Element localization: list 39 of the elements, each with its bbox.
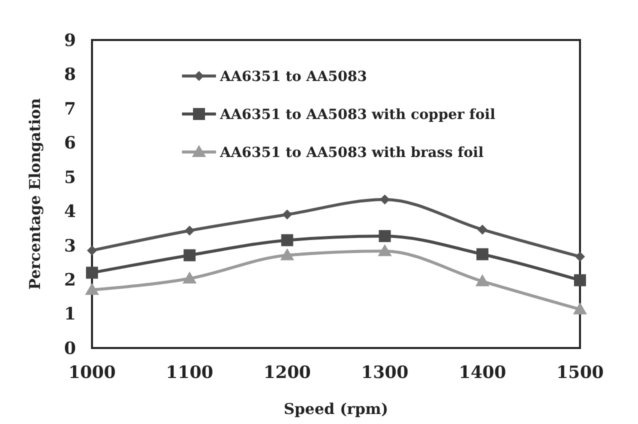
point — [280, 248, 294, 260]
x-tick-label: 1100 — [166, 363, 214, 383]
point — [476, 248, 488, 260]
point — [575, 252, 585, 262]
point — [184, 249, 196, 262]
y-tick-label: 8 — [64, 65, 76, 86]
point — [475, 274, 490, 286]
x-tick-label: 1400 — [458, 363, 506, 383]
x-tick-label: 1000 — [68, 363, 116, 383]
y-axis-title: Percentage Elongation — [26, 98, 44, 290]
point — [184, 226, 195, 236]
x-tick-label: 1300 — [361, 363, 409, 383]
y-tick-label: 2 — [64, 270, 76, 291]
y-tick-label: 9 — [64, 30, 76, 51]
y-tick-label: 7 — [64, 99, 76, 120]
point — [282, 210, 292, 220]
legend-label: AA6351 to AA5083 — [219, 68, 367, 85]
point — [378, 244, 392, 256]
point — [85, 282, 99, 295]
y-tick-label: 0 — [64, 338, 76, 359]
point — [573, 302, 587, 314]
y-tick-label: 4 — [64, 202, 76, 222]
point — [281, 234, 294, 246]
point — [86, 266, 98, 279]
x-axis-title: Speed (rpm) — [284, 400, 388, 418]
legend-label: AA6351 to AA5083 with brass foil — [219, 144, 484, 161]
point — [87, 245, 97, 256]
point — [477, 224, 488, 235]
x-tick-label: 1500 — [556, 363, 604, 383]
y-tick-label: 3 — [64, 236, 76, 256]
x-tick-label: 1200 — [264, 363, 312, 383]
point — [378, 230, 391, 242]
y-tick-label: 5 — [64, 168, 76, 188]
y-tick-label: 1 — [64, 304, 76, 325]
point — [182, 272, 197, 284]
legend-label: AA6351 to AA5083 with copper foil — [219, 106, 496, 123]
point — [380, 194, 390, 204]
point — [574, 274, 586, 286]
y-tick-label: 6 — [64, 134, 76, 154]
